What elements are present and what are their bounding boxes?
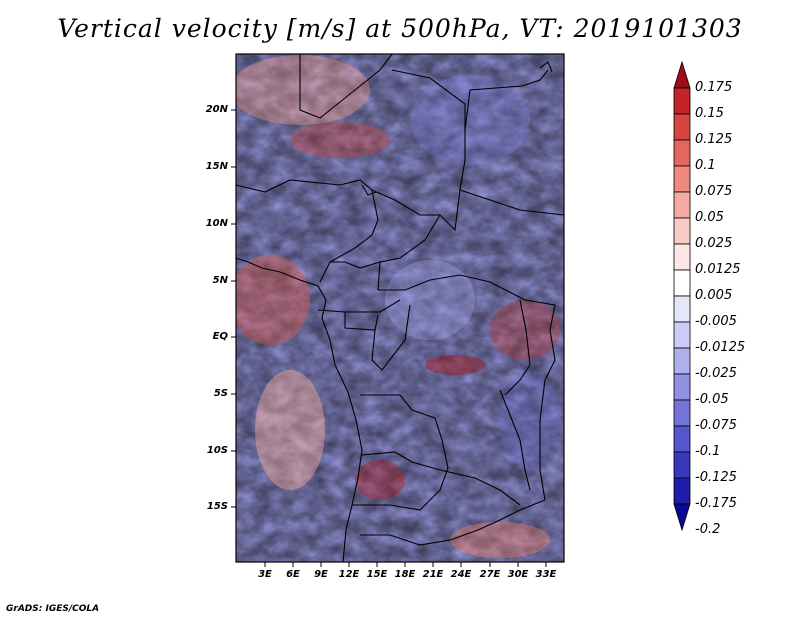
chart-title: Vertical velocity [m/s] at 500hPa, VT: 2… — [57, 14, 743, 43]
longitude-ticks — [264, 562, 547, 567]
colorbar-label: -0.2 — [695, 522, 721, 537]
lon-label-21e: 21E — [422, 569, 444, 580]
colorbar-swatch — [673, 243, 691, 271]
colorbar-swatch — [673, 191, 691, 219]
lon-label-6e: 6E — [286, 569, 300, 580]
lon-label-33e: 33E — [535, 569, 557, 580]
colorbar-label: -0.0125 — [695, 340, 746, 355]
colorbar-swatch — [673, 217, 691, 245]
colorbar-label: 0.075 — [695, 184, 733, 199]
lon-label-3e: 3E — [258, 569, 272, 580]
colorbar-swatch — [673, 399, 691, 427]
lon-label-30e: 30E — [507, 569, 529, 580]
colorbar-label: -0.125 — [695, 470, 737, 485]
colorbar-swatch — [673, 321, 691, 349]
lat-label-10s: 10S — [206, 445, 228, 456]
lat-label-15n: 15N — [205, 161, 228, 172]
colorbar-label: -0.005 — [695, 314, 737, 329]
lon-label-18e: 18E — [394, 569, 416, 580]
colorbar-label: 0.005 — [695, 288, 733, 303]
lat-label-eq: EQ — [212, 331, 228, 342]
colorbar-swatch — [673, 295, 691, 323]
grads-credit: GrADS: IGES/COLA — [6, 604, 100, 614]
lon-label-15e: 15E — [366, 569, 388, 580]
colorbar-swatch — [673, 87, 691, 115]
colorbar-swatch — [673, 165, 691, 193]
colorbar-label: -0.1 — [695, 444, 721, 459]
vertical-velocity-field — [236, 54, 564, 562]
country-borders — [235, 53, 565, 563]
colorbar-label: 0.1 — [695, 158, 716, 173]
colorbar-label: -0.025 — [695, 366, 737, 381]
lat-label-10n: 10N — [205, 218, 228, 229]
colorbar-swatch — [673, 347, 691, 375]
colorbar-label: 0.175 — [695, 80, 733, 95]
latitude-ticks — [231, 109, 236, 508]
colorbar-swatch — [673, 139, 691, 167]
lon-label-12e: 12E — [338, 569, 360, 580]
colorbar-swatch — [673, 451, 691, 479]
lat-label-5s: 5S — [213, 388, 228, 399]
lon-label-24e: 24E — [450, 569, 472, 580]
colorbar-swatch — [673, 113, 691, 141]
colorbar-bottom-arrow — [673, 503, 691, 532]
lat-label-5n: 5N — [212, 275, 228, 286]
colorbar-label: 0.15 — [695, 106, 724, 121]
colorbar-swatch — [673, 269, 691, 297]
lon-label-27e: 27E — [479, 569, 501, 580]
map-frame — [235, 53, 565, 563]
colorbar-top-arrow — [673, 60, 691, 89]
colorbar-label: 0.125 — [695, 132, 733, 147]
colorbar-swatch — [673, 477, 691, 505]
colorbar — [673, 60, 691, 532]
colorbar-swatch — [673, 425, 691, 453]
colorbar-label: 0.0125 — [695, 262, 741, 277]
colorbar-label: -0.05 — [695, 392, 729, 407]
colorbar-swatch — [673, 373, 691, 401]
colorbar-label: -0.075 — [695, 418, 737, 433]
colorbar-label: -0.175 — [695, 496, 737, 511]
lat-label-20n: 20N — [205, 104, 228, 115]
colorbar-label: 0.05 — [695, 210, 724, 225]
colorbar-label: 0.025 — [695, 236, 733, 251]
lat-label-15s: 15S — [206, 501, 228, 512]
lon-label-9e: 9E — [314, 569, 328, 580]
